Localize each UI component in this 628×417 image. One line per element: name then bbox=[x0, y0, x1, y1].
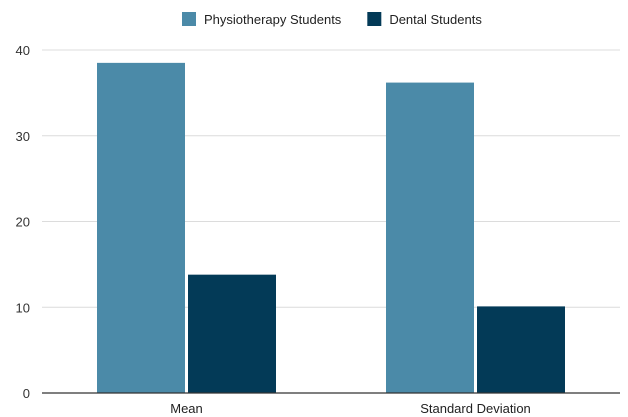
bar-dental-students-standard-deviation bbox=[477, 306, 565, 393]
x-tick-label-standard-deviation: Standard Deviation bbox=[420, 401, 531, 416]
y-tick-label-40: 40 bbox=[16, 43, 30, 58]
legend: Physiotherapy Students Dental Students bbox=[182, 12, 482, 27]
bar-dental-students-mean bbox=[188, 274, 276, 393]
bar-physiotherapy-students-standard-deviation bbox=[386, 82, 474, 394]
bars bbox=[97, 62, 565, 394]
x-axis: Mean Standard Deviation bbox=[42, 392, 620, 416]
y-tick-label-0: 0 bbox=[23, 386, 30, 401]
y-tick-label-20: 20 bbox=[16, 215, 30, 230]
legend-swatch-physiotherapy-students bbox=[182, 12, 196, 26]
legend-label-physiotherapy-students: Physiotherapy Students bbox=[204, 12, 342, 27]
legend-swatch-dental-students bbox=[367, 12, 382, 26]
x-tick-label-mean: Mean bbox=[170, 401, 203, 416]
y-tick-label-10: 10 bbox=[16, 300, 30, 315]
legend-label-dental-students: Dental Students bbox=[389, 12, 482, 27]
y-axis: 0 10 20 30 40 bbox=[16, 43, 30, 401]
y-tick-label-30: 30 bbox=[16, 129, 30, 144]
bar-physiotherapy-students-mean bbox=[97, 62, 185, 394]
